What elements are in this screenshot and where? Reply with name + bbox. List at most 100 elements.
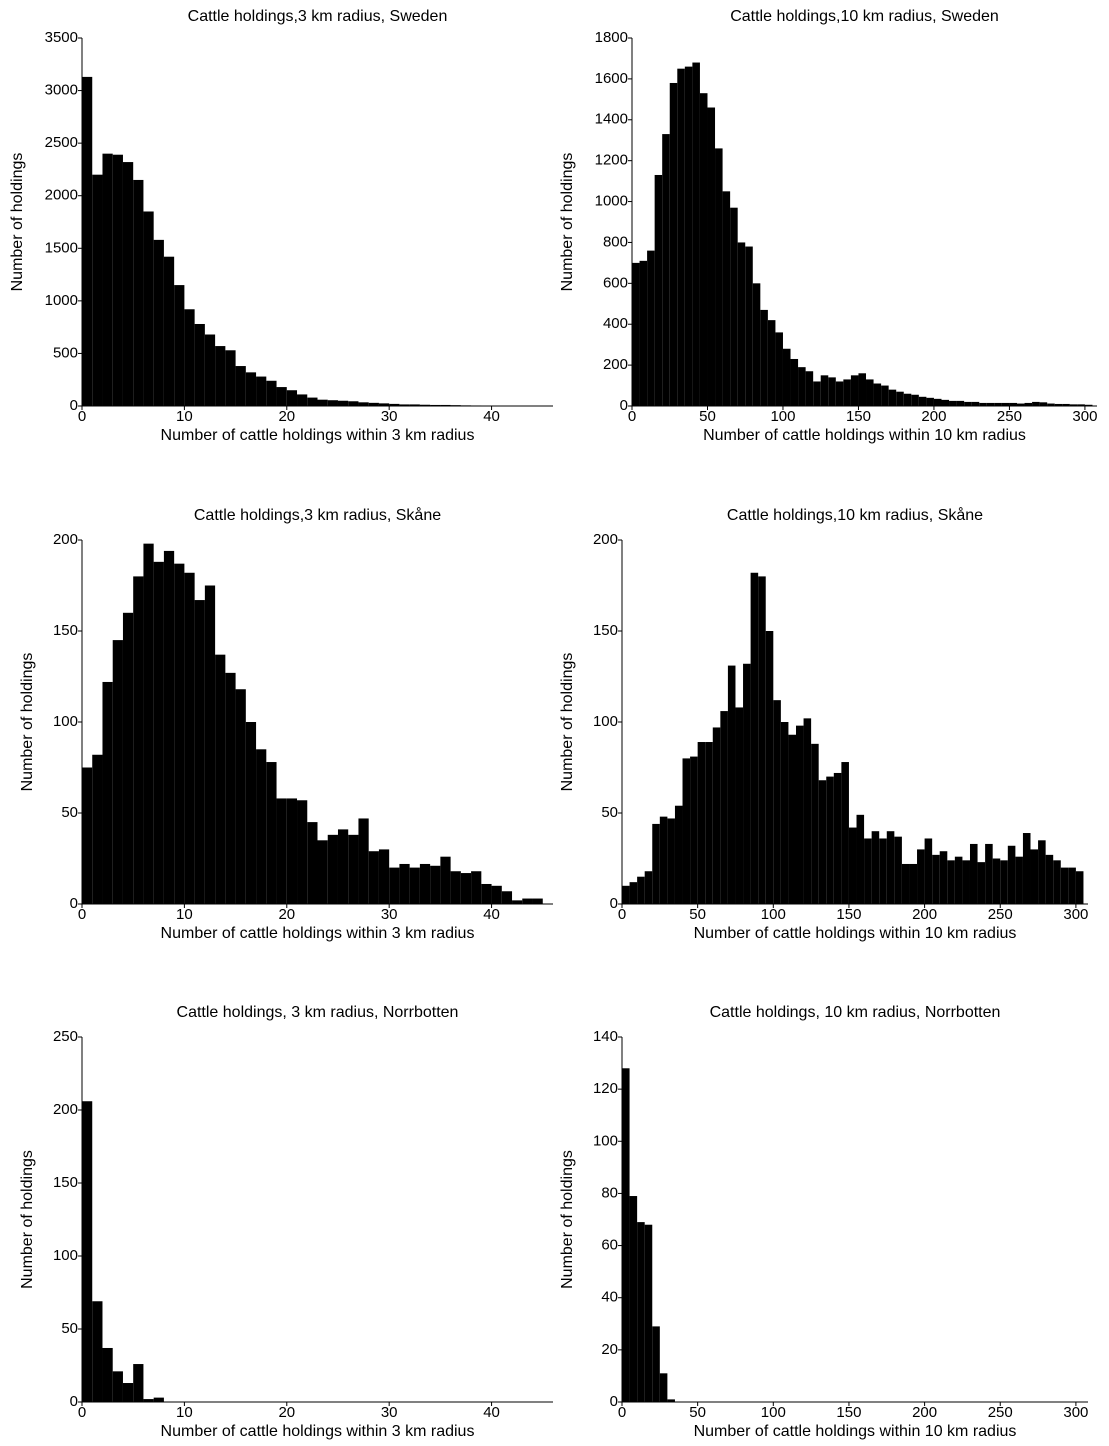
bar <box>440 856 451 904</box>
bar <box>82 767 93 904</box>
x-axis-label: Number of cattle holdings within 10 km r… <box>694 1423 1017 1440</box>
bar <box>1038 840 1046 904</box>
y-tick-label: 200 <box>53 1101 78 1118</box>
x-tick-label: 40 <box>483 906 500 923</box>
x-tick-label: 250 <box>997 408 1022 425</box>
bar <box>647 250 655 406</box>
chart-title: Cattle holdings, 10 km radius, Norrbotte… <box>710 1004 1001 1021</box>
bar <box>399 404 410 406</box>
bar <box>399 863 410 904</box>
bar <box>871 831 880 904</box>
bar <box>654 174 663 406</box>
y-tick-label: 150 <box>593 622 618 639</box>
y-tick-label: 120 <box>593 1080 618 1097</box>
bar <box>337 400 349 406</box>
bar <box>102 1347 113 1402</box>
bar <box>813 381 821 406</box>
x-tick-label: 50 <box>689 906 706 923</box>
bar <box>994 402 1002 406</box>
bar <box>758 576 766 904</box>
chart-title: Cattle holdings,3 km radius, Sweden <box>188 8 448 25</box>
bar <box>692 62 700 407</box>
y-tick-label: 200 <box>603 356 628 373</box>
bar <box>389 867 400 904</box>
x-tick-label: 40 <box>483 1404 500 1421</box>
bar <box>674 805 683 904</box>
bar <box>82 76 93 406</box>
bar <box>378 849 390 904</box>
x-tick-label: 100 <box>761 1404 786 1421</box>
y-tick-label: 600 <box>603 274 628 291</box>
x-axis-label: Number of cattle holdings within 3 km ra… <box>161 1423 475 1440</box>
x-tick-label: 0 <box>618 906 626 923</box>
bar <box>835 381 844 406</box>
y-tick-label: 150 <box>53 1174 78 1191</box>
bar <box>1045 854 1054 904</box>
bar <box>1068 867 1076 904</box>
bar <box>933 398 942 406</box>
bar <box>174 563 185 904</box>
bar <box>765 631 774 904</box>
bar <box>828 377 836 406</box>
bar <box>92 754 103 904</box>
bar <box>788 734 796 904</box>
y-tick-label: 20 <box>601 1341 618 1358</box>
x-tick-label: 0 <box>78 1404 86 1421</box>
bar <box>873 383 882 406</box>
bar <box>894 836 902 904</box>
bar <box>133 179 144 406</box>
bar <box>133 576 144 904</box>
bar <box>864 838 872 904</box>
bar <box>843 379 851 406</box>
bar <box>684 66 693 406</box>
x-tick-label: 20 <box>278 906 295 923</box>
bar <box>677 68 685 407</box>
bar <box>307 397 318 406</box>
bar <box>767 320 776 406</box>
y-tick-label: 100 <box>53 713 78 730</box>
bar <box>348 834 359 904</box>
bar <box>662 134 670 407</box>
bar <box>622 885 630 904</box>
bar <box>735 707 744 904</box>
bar <box>947 860 955 904</box>
x-tick-label: 200 <box>912 906 937 923</box>
y-tick-label: 50 <box>601 804 618 821</box>
bar <box>750 572 759 904</box>
bar <box>225 672 236 904</box>
bar <box>949 400 957 406</box>
bar <box>337 829 349 904</box>
y-axis-label: Number of holdings <box>19 1150 36 1289</box>
bar <box>886 831 895 904</box>
y-tick-label: 0 <box>70 397 78 414</box>
y-tick-label: 1600 <box>595 70 628 87</box>
bar <box>1000 860 1008 904</box>
x-tick-label: 30 <box>381 408 398 425</box>
y-tick-label: 100 <box>593 713 618 730</box>
bar <box>245 722 257 904</box>
y-tick-label: 250 <box>53 1028 78 1045</box>
y-tick-label: 0 <box>70 1393 78 1410</box>
y-tick-label: 3000 <box>45 82 78 99</box>
bar <box>143 1399 154 1402</box>
x-tick-label: 300 <box>1063 1404 1088 1421</box>
y-tick-label: 200 <box>593 531 618 548</box>
bar <box>307 822 318 904</box>
bar <box>652 1326 660 1402</box>
bar <box>184 309 195 406</box>
bar <box>327 400 338 406</box>
bar <box>317 840 328 904</box>
bar <box>286 390 298 406</box>
bar <box>780 722 789 904</box>
bar <box>727 665 736 904</box>
bar <box>368 402 379 406</box>
y-axis-label: Number of holdings <box>19 653 36 792</box>
bar <box>1077 404 1085 406</box>
chart-title: Cattle holdings,3 km radius, Skåne <box>194 506 441 524</box>
bar <box>419 863 431 904</box>
bar <box>348 401 359 406</box>
bar <box>888 389 897 406</box>
bar <box>327 834 338 904</box>
bar <box>276 387 287 406</box>
